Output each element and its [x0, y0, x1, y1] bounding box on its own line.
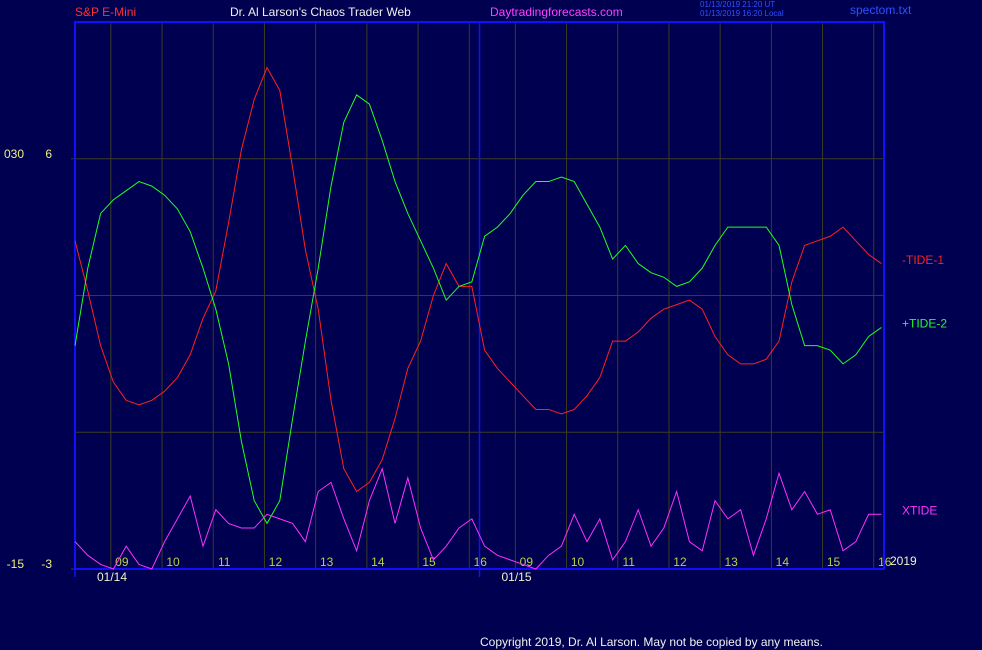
series-label: -TIDE-1 [902, 253, 944, 267]
x-tick-label: 11 [623, 555, 636, 569]
tide-line [74, 467, 882, 570]
x-tick-label: 10 [166, 555, 180, 569]
x-tick-label: 12 [269, 555, 283, 569]
date-label: 01/14 [97, 570, 127, 584]
chart-title: Dr. Al Larson's Chaos Trader Web [230, 5, 411, 19]
x-tick-label: 13 [320, 555, 334, 569]
x-tick-label: 15 [827, 555, 841, 569]
series-label: XTIDE [902, 503, 937, 517]
y2-tick-label: 030 [4, 147, 24, 161]
x-tick-label: 12 [673, 555, 687, 569]
y-tick-label: 6 [45, 147, 52, 161]
date-label: 01/15 [502, 570, 532, 584]
tide-line [74, 94, 882, 525]
file-name: spectom.txt [850, 3, 912, 17]
plot-frame [74, 21, 885, 570]
copyright: Copyright 2019, Dr. Al Larson. May not b… [480, 635, 823, 649]
x-tick-label: 09 [115, 555, 129, 569]
x-tick-label: 13 [724, 555, 738, 569]
x-tick-label: 11 [218, 555, 231, 569]
year: 2019 [890, 554, 917, 568]
time-ut: 01/13/2019 21:20 UT [700, 0, 775, 9]
x-tick-label: 10 [571, 555, 585, 569]
x-tick-label: 16 [474, 555, 488, 569]
x-tick-label: 09 [520, 555, 534, 569]
tide-line [74, 66, 882, 493]
x-tick-label: 15 [422, 555, 436, 569]
symbol: S&P E-Mini [75, 5, 136, 19]
series-label: +TIDE-2 [902, 317, 947, 331]
x-tick-label: 14 [371, 555, 385, 569]
time-local: 01/13/2019 16:20 Local [700, 9, 784, 18]
site: Daytradingforecasts.com [490, 5, 623, 19]
x-tick-label: 14 [776, 555, 790, 569]
y2-tick-label: -15 [7, 557, 25, 571]
y-tick-label: -3 [41, 557, 52, 571]
